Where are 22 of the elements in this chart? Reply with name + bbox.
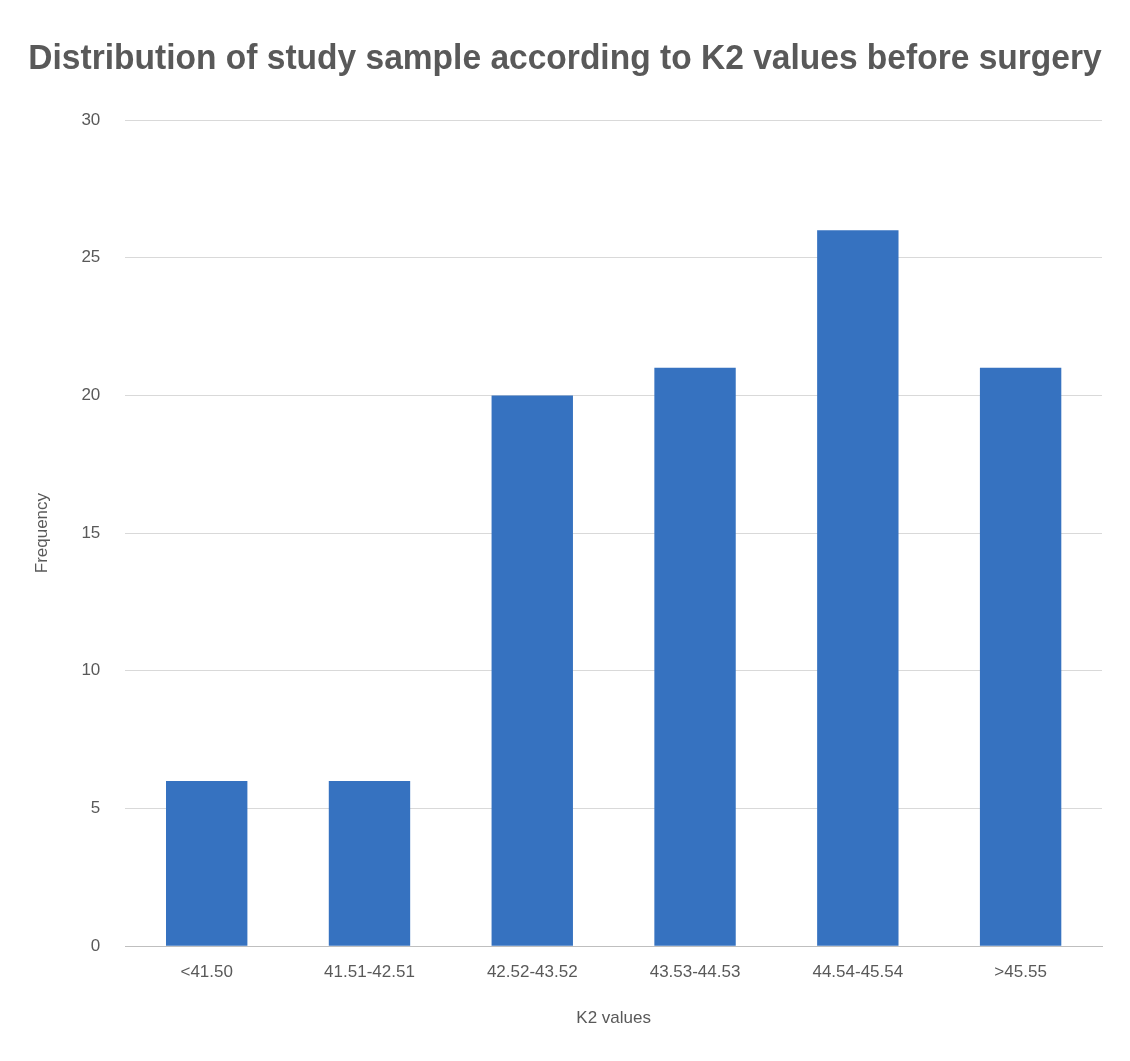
y-tick-label: 15 — [81, 522, 101, 542]
bar — [328, 780, 411, 946]
y-tick-label: 30 — [81, 109, 101, 129]
y-axis-title: Frequency — [31, 492, 51, 574]
y-tick-label: 10 — [81, 660, 101, 680]
bar — [491, 395, 573, 946]
chart-title: Distribution of study sample according to K2 values before surgery — [28, 37, 1102, 76]
x-tick-label: 43.53-44.53 — [649, 962, 741, 982]
y-tick-label: 5 — [90, 798, 101, 818]
y-tick-label: 20 — [81, 385, 101, 405]
bar — [654, 367, 736, 946]
bar — [979, 367, 1062, 946]
x-tick-label: <41.50 — [180, 962, 233, 982]
y-tick-label: 25 — [81, 247, 101, 267]
y-tick-label: 0 — [90, 935, 101, 955]
x-tick-label: 44.54-45.54 — [812, 962, 904, 982]
x-tick-label: >45.55 — [994, 962, 1047, 982]
x-axis-title: K2 values — [576, 1008, 651, 1028]
bar — [166, 780, 248, 946]
x-tick-label: 42.52-43.52 — [486, 962, 578, 982]
bar — [817, 230, 899, 946]
x-tick-label: 41.51-42.51 — [324, 962, 415, 982]
